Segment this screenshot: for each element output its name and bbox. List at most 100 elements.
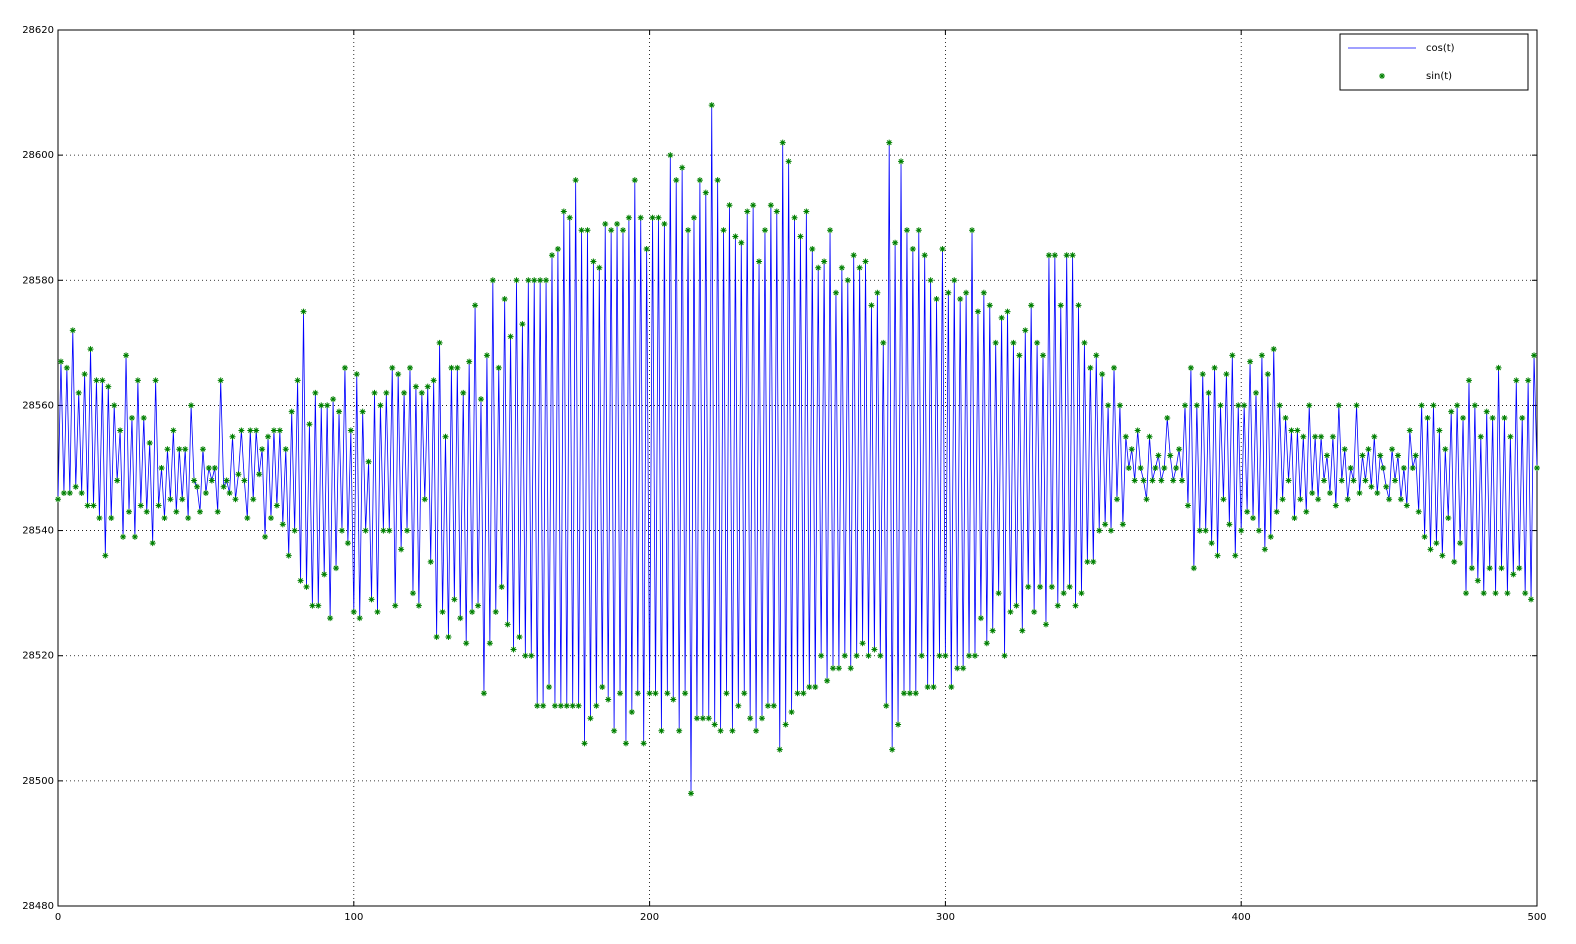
marker — [1223, 371, 1230, 378]
marker — [232, 496, 239, 503]
marker — [563, 702, 570, 709]
marker — [1202, 527, 1209, 534]
marker — [1344, 496, 1351, 503]
marker — [1460, 414, 1467, 421]
marker — [782, 721, 789, 728]
marker — [1392, 477, 1399, 484]
y-tick-label: 28620 — [22, 25, 54, 36]
marker — [265, 433, 272, 440]
marker — [832, 289, 839, 296]
marker — [974, 308, 981, 315]
marker — [1433, 540, 1440, 547]
marker — [114, 477, 121, 484]
marker — [1040, 352, 1047, 359]
marker — [803, 208, 810, 215]
marker — [454, 364, 461, 371]
marker — [327, 615, 334, 622]
marker — [99, 377, 106, 384]
marker — [312, 389, 319, 396]
marker — [380, 527, 387, 534]
marker — [980, 289, 987, 296]
marker — [1439, 552, 1446, 559]
marker — [649, 214, 656, 221]
marker — [1244, 508, 1251, 515]
marker — [1341, 446, 1348, 453]
marker — [1069, 252, 1076, 259]
marker — [137, 502, 144, 509]
marker — [747, 715, 754, 722]
marker — [1522, 590, 1529, 597]
marker — [1022, 327, 1029, 334]
marker — [250, 496, 257, 503]
marker — [288, 408, 295, 415]
marker — [1513, 377, 1520, 384]
marker — [134, 377, 141, 384]
marker — [486, 640, 493, 647]
marker — [1294, 427, 1301, 434]
marker — [809, 246, 816, 252]
marker — [344, 540, 351, 547]
marker — [1004, 308, 1011, 315]
marker — [1350, 477, 1357, 484]
marker — [1125, 465, 1132, 471]
marker — [297, 577, 304, 584]
marker — [1465, 377, 1472, 384]
marker — [1102, 521, 1109, 528]
marker — [670, 696, 677, 703]
marker — [1252, 389, 1259, 396]
marker — [1436, 427, 1443, 434]
marker — [1400, 465, 1407, 471]
marker — [945, 289, 952, 296]
marker — [270, 427, 277, 434]
marker — [735, 702, 742, 709]
marker — [1335, 402, 1342, 409]
marker — [489, 277, 496, 284]
marker — [1424, 414, 1431, 421]
marker — [1318, 433, 1325, 440]
marker — [596, 264, 603, 271]
marker — [835, 665, 842, 672]
marker — [690, 214, 697, 221]
marker — [578, 227, 585, 234]
marker — [1409, 465, 1416, 471]
marker — [226, 490, 233, 497]
marker — [1155, 452, 1162, 459]
marker — [1214, 552, 1221, 559]
marker — [1383, 483, 1390, 490]
marker — [1498, 565, 1505, 572]
marker — [622, 740, 629, 747]
marker — [507, 333, 514, 340]
marker — [1448, 408, 1455, 415]
marker — [856, 264, 863, 271]
marker — [1255, 527, 1262, 534]
marker — [1303, 508, 1310, 515]
marker — [1122, 433, 1129, 440]
marker — [1356, 490, 1363, 497]
marker — [208, 477, 215, 484]
marker — [637, 214, 644, 221]
marker — [1264, 371, 1271, 378]
marker — [1374, 490, 1381, 497]
marker — [1170, 477, 1177, 484]
marker — [673, 177, 680, 184]
marker — [176, 446, 183, 453]
marker — [143, 508, 150, 515]
marker — [338, 527, 345, 534]
marker — [643, 246, 650, 252]
marker — [463, 640, 470, 647]
marker — [1031, 608, 1038, 615]
marker — [522, 652, 529, 659]
marker — [267, 515, 274, 522]
marker — [534, 702, 541, 709]
marker — [1042, 621, 1049, 628]
marker — [889, 746, 896, 753]
marker — [433, 633, 440, 640]
marker — [510, 646, 517, 653]
marker — [336, 408, 343, 415]
marker — [1057, 302, 1064, 309]
marker — [652, 690, 659, 697]
marker — [1288, 427, 1295, 434]
marker — [253, 427, 260, 434]
marker — [655, 214, 662, 221]
marker — [714, 177, 721, 184]
